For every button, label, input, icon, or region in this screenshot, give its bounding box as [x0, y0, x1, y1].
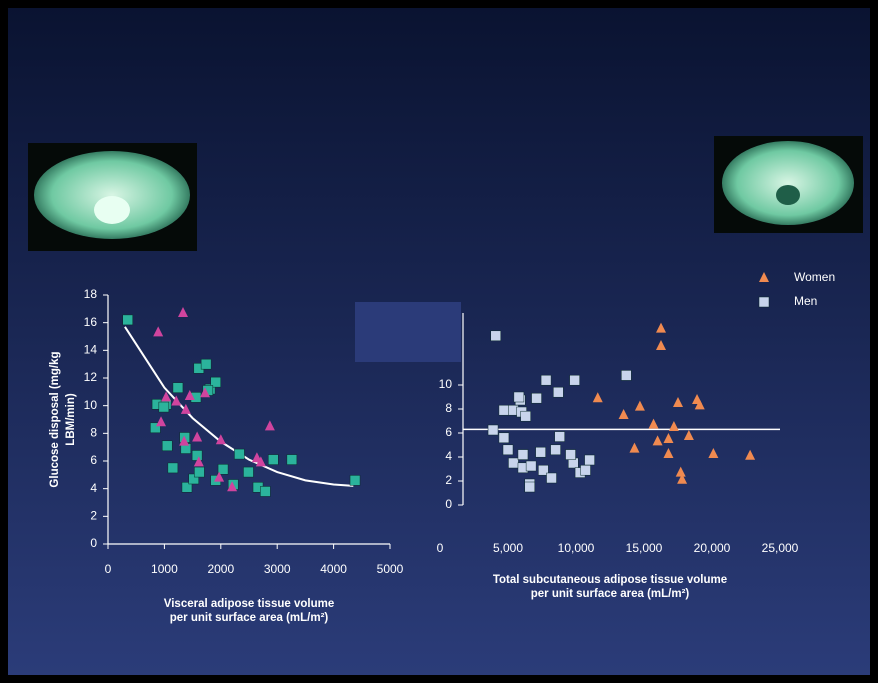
point [491, 331, 501, 341]
point [566, 450, 576, 460]
x-tick-label: 5,000 [493, 541, 523, 555]
y-tick-label: 12 [84, 370, 98, 384]
y-tick-label: 4 [90, 481, 97, 495]
point [526, 461, 536, 471]
point [518, 450, 528, 460]
point [621, 370, 631, 380]
legend-label: Women [794, 270, 835, 284]
point [234, 449, 244, 459]
x-tick-label: 3000 [264, 562, 291, 576]
x-axis-title: per unit surface area (mL/m²) [531, 588, 690, 600]
point [532, 393, 542, 403]
point [521, 411, 531, 421]
point [173, 383, 183, 393]
page: {"chart_data": [ {"type": "scatter", "x_… [0, 0, 878, 683]
y-tick-label: 0 [90, 536, 97, 550]
y-tick-label: 6 [90, 453, 97, 467]
y-tick-label: 2 [90, 509, 97, 523]
x-tick-label: 5000 [377, 562, 404, 576]
point [570, 375, 580, 385]
y-tick-label: 14 [84, 343, 98, 357]
y-tick-label: 2 [445, 473, 452, 487]
legend-label: Men [794, 294, 817, 308]
point [536, 447, 546, 457]
y-tick-label: 10 [439, 377, 453, 391]
slide: 024681012141618010002000300040005000Visc… [0, 0, 878, 683]
point [547, 473, 557, 483]
x-axis-title: Total subcutaneous adipose tissue volume [493, 574, 727, 586]
y-tick-label: 0 [445, 497, 452, 511]
x-axis-title: per unit surface area (mL/m²) [170, 612, 329, 624]
y-tick-label: 6 [445, 425, 452, 439]
point [514, 392, 524, 402]
point [123, 315, 133, 325]
y-tick-label: 18 [84, 287, 98, 301]
cover-box [355, 302, 461, 362]
point [555, 432, 565, 442]
point [159, 402, 169, 412]
point [162, 441, 172, 451]
point [168, 463, 178, 473]
point [194, 467, 204, 477]
ct-image-right [714, 136, 863, 233]
x-tick-label: 15,000 [626, 541, 663, 555]
ct-image-left [28, 143, 197, 251]
x-tick-label: 25,000 [762, 541, 799, 555]
y-tick-label: 10 [84, 398, 98, 412]
point [201, 359, 211, 369]
point [503, 445, 513, 455]
point [499, 405, 509, 415]
point [192, 450, 202, 460]
x-axis-title: Visceral adipose tissue volume [164, 598, 334, 610]
x-tick-label: 20,000 [694, 541, 731, 555]
y-axis-title: LBM/min) [65, 393, 77, 446]
y-tick-label: 8 [445, 401, 452, 415]
point [287, 455, 297, 465]
legend-marker [759, 297, 769, 307]
x-tick-label: 2000 [207, 562, 234, 576]
point [350, 475, 360, 485]
y-tick-label: 16 [84, 315, 98, 329]
point [553, 387, 563, 397]
y-tick-label: 4 [445, 449, 452, 463]
point [499, 433, 509, 443]
point [581, 465, 591, 475]
x-tick-label: 0 [105, 562, 112, 576]
y-tick-label: 8 [90, 426, 97, 440]
point [525, 482, 535, 492]
point [260, 486, 270, 496]
y-axis-title: Glucose disposal (mg/kg [49, 351, 61, 487]
point [541, 375, 551, 385]
point [508, 458, 518, 468]
point [585, 455, 595, 465]
point [488, 425, 498, 435]
x-tick-label: 1000 [151, 562, 178, 576]
x-tick-label: 10,000 [558, 541, 595, 555]
x-tick-label: 0 [437, 541, 444, 555]
point [243, 467, 253, 477]
x-tick-label: 4000 [320, 562, 347, 576]
point [551, 445, 561, 455]
point [268, 455, 278, 465]
